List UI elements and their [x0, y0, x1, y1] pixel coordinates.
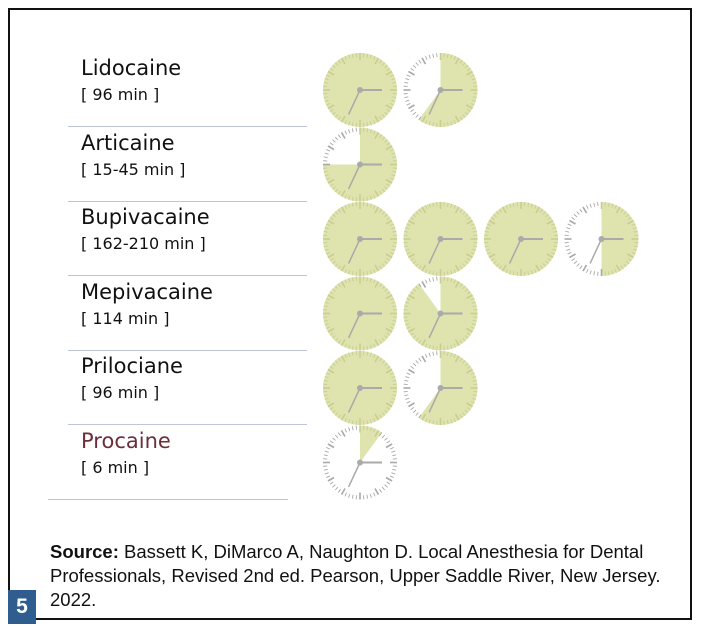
drug-row: Prilociane [ 96 min ]	[68, 350, 307, 425]
clock-icon	[323, 276, 397, 351]
source-text: Bassett K, DiMarco A, Naughton D. Local …	[50, 541, 661, 610]
drug-row: Mepivacaine [ 114 min ]	[68, 276, 307, 351]
clock-icon	[323, 425, 397, 500]
source-label: Source:	[50, 541, 119, 562]
clock-icon	[403, 202, 478, 276]
drug-name: Articaine	[81, 130, 175, 155]
clock-icon	[403, 53, 478, 127]
page-number-badge: 5	[8, 590, 36, 624]
drug-row: Articaine [ 15-45 min ]	[68, 127, 307, 202]
drug-row: Procaine [ 6 min ]	[48, 425, 288, 500]
clock-icon	[323, 202, 397, 276]
drug-name: Prilociane	[81, 354, 183, 378]
drug-name: Bupivacaine	[81, 205, 210, 229]
figure-frame	[8, 8, 692, 620]
drug-duration: [ 6 min ]	[81, 457, 150, 477]
drug-name: Mepivacaine	[81, 279, 213, 304]
drug-duration: [ 15-45 min ]	[81, 159, 186, 179]
clock-icon	[323, 127, 397, 202]
source-citation: Source: Bassett K, DiMarco A, Naughton D…	[50, 540, 690, 612]
drug-name: Procaine	[81, 428, 171, 453]
drug-duration: [ 114 min ]	[81, 308, 170, 328]
clock-icon	[564, 202, 639, 276]
drug-row: Bupivacaine [ 162-210 min ]	[68, 201, 307, 276]
drug-duration: [ 96 min ]	[81, 85, 160, 104]
drug-duration: [ 162-210 min ]	[81, 234, 206, 253]
drug-name: Lidocaine	[81, 56, 182, 80]
clock-icon	[323, 53, 397, 127]
clock-icon	[403, 276, 478, 351]
clock-icon	[323, 351, 397, 425]
clock-icon	[403, 351, 478, 425]
clock-icon	[484, 202, 558, 276]
drug-duration: [ 96 min ]	[81, 383, 160, 402]
drug-row: Lidocaine [ 96 min ]	[68, 52, 307, 127]
